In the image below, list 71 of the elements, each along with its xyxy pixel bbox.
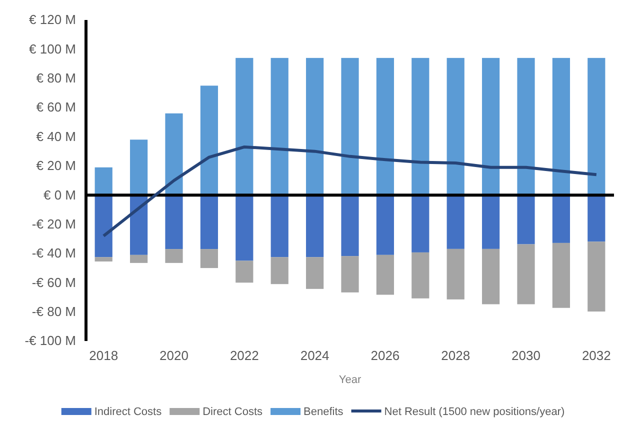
bar (341, 58, 359, 196)
bar (412, 252, 430, 298)
bar (165, 249, 183, 263)
bar (552, 195, 570, 243)
bar (376, 254, 394, 295)
bar (200, 249, 218, 268)
y-tick-label: -€ 20 M (32, 216, 76, 232)
bar (94, 195, 112, 258)
legend-label: Indirect Costs (94, 406, 162, 418)
bar (588, 242, 606, 312)
bar (306, 257, 324, 289)
bar (482, 248, 500, 304)
bar (306, 195, 324, 258)
bar (236, 195, 254, 261)
bar (130, 140, 148, 196)
y-tick-label: € 80 M (36, 70, 76, 86)
x-tick-label: 2022 (230, 348, 259, 364)
bar (517, 195, 535, 244)
bar (165, 113, 183, 196)
x-tick-label: 2024 (300, 348, 330, 364)
x-tick-label: 2032 (582, 348, 611, 364)
y-tick-label: € 0 M (43, 187, 76, 202)
x-tick-label: 2026 (370, 348, 400, 364)
bar (517, 244, 535, 304)
bar (200, 195, 218, 250)
bar (130, 254, 148, 263)
bar (588, 195, 606, 242)
bar (376, 195, 394, 255)
bar (446, 248, 464, 300)
y-tick-label: € 120 M (29, 12, 76, 28)
bar (588, 58, 606, 196)
bar (341, 256, 359, 292)
bar (94, 257, 112, 262)
bar (270, 195, 288, 258)
bar (412, 195, 430, 252)
y-tick-label: -€ 60 M (32, 274, 76, 290)
y-tick-label: -€ 40 M (32, 246, 76, 261)
bar (341, 195, 359, 256)
legend-label: Net Result (1500 new positions/year) (384, 406, 565, 418)
bar (482, 58, 500, 196)
line-series (102, 145, 598, 238)
bar (94, 167, 112, 196)
bar (270, 58, 288, 196)
y-tick-label: € 40 M (36, 128, 76, 144)
bar (165, 195, 183, 250)
bar (446, 58, 464, 196)
bar (130, 195, 148, 255)
y-tick-label: -€ 80 M (32, 304, 76, 319)
bar (376, 58, 394, 196)
y-tick-label: € 60 M (36, 100, 76, 115)
legend-label: Benefits (304, 406, 344, 418)
bar (236, 260, 254, 283)
bar (236, 58, 254, 196)
x-tick-label: 2030 (512, 348, 540, 364)
bar (552, 58, 570, 196)
y-tick-label: € 20 M (36, 158, 76, 174)
bar (552, 242, 570, 308)
y-tick-label: € 100 M (29, 41, 76, 56)
bar (446, 195, 464, 249)
y-tick-label: -€ 100 M (24, 333, 76, 348)
x-tick-label: 2020 (160, 348, 188, 364)
x-axis-title: Year (338, 374, 362, 386)
x-tick-label: 2028 (441, 348, 470, 364)
bar (482, 195, 500, 249)
x-tick-label: 2018 (89, 348, 118, 364)
bar (270, 257, 288, 284)
bar (412, 58, 430, 196)
bar (517, 58, 535, 196)
legend-label: Direct Costs (202, 406, 264, 418)
bar (200, 86, 218, 196)
bar (306, 58, 324, 196)
